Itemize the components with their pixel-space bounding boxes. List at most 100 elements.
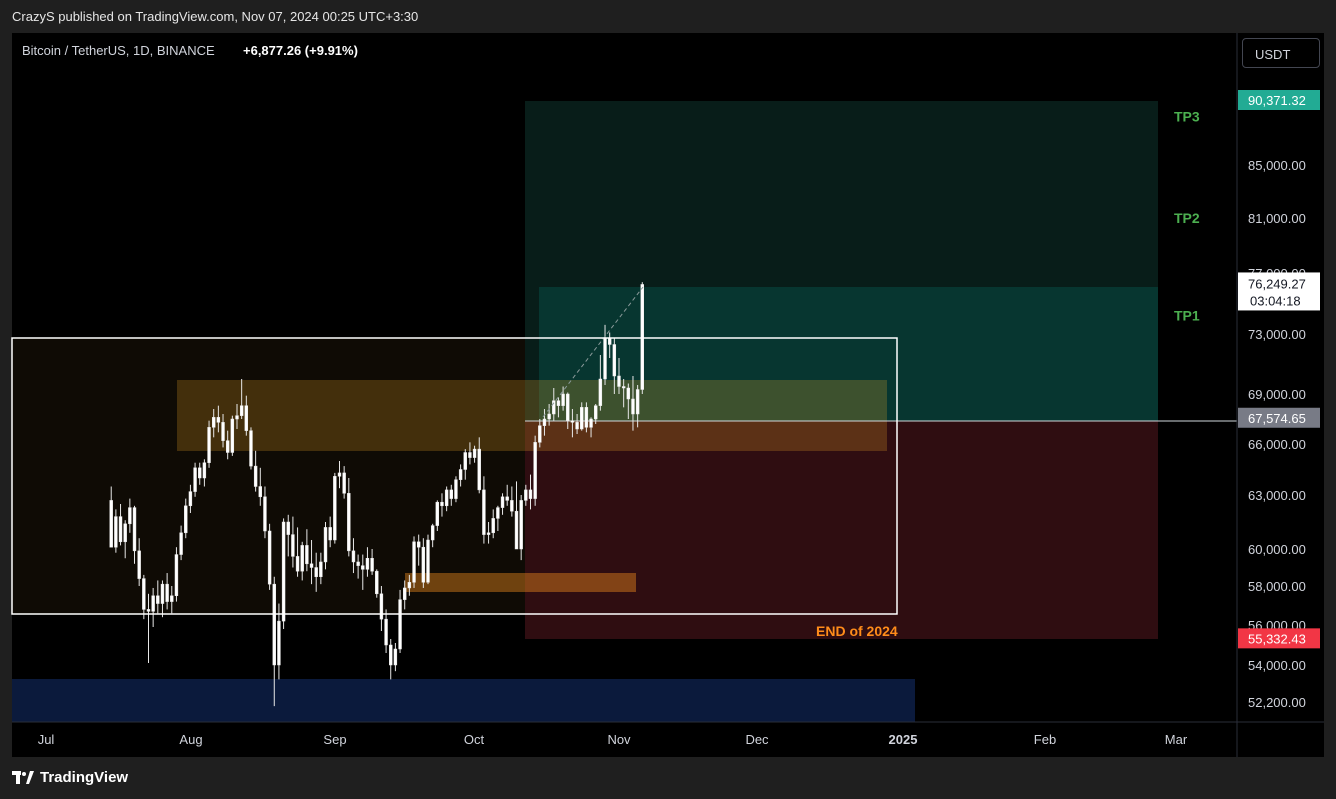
candle[interactable] xyxy=(263,496,267,532)
candle[interactable] xyxy=(584,407,589,428)
candle[interactable] xyxy=(342,472,346,494)
candle[interactable] xyxy=(277,620,281,666)
candle[interactable] xyxy=(426,539,430,583)
candle[interactable] xyxy=(510,500,514,512)
candle[interactable] xyxy=(109,500,113,548)
candle[interactable] xyxy=(575,422,579,430)
candle[interactable] xyxy=(202,462,207,479)
candle[interactable] xyxy=(361,565,365,570)
currency-button[interactable]: USDT xyxy=(1242,38,1320,68)
candle[interactable] xyxy=(225,440,230,453)
candle[interactable] xyxy=(165,583,169,602)
candle[interactable] xyxy=(319,561,323,578)
candle[interactable] xyxy=(519,500,523,550)
candle[interactable] xyxy=(612,344,617,377)
candle[interactable] xyxy=(295,556,300,572)
candle[interactable] xyxy=(528,489,533,499)
candle[interactable] xyxy=(198,467,202,479)
candle[interactable] xyxy=(603,338,607,380)
candle[interactable] xyxy=(533,442,537,499)
candle[interactable] xyxy=(631,398,635,415)
candle[interactable] xyxy=(482,489,486,535)
candle[interactable] xyxy=(258,486,262,498)
candle[interactable] xyxy=(151,595,155,612)
candle[interactable] xyxy=(365,558,370,570)
candle[interactable] xyxy=(230,418,235,453)
candle[interactable] xyxy=(328,527,332,541)
candle[interactable] xyxy=(435,501,440,526)
candle[interactable] xyxy=(477,448,481,491)
candle[interactable] xyxy=(561,393,565,406)
candle[interactable] xyxy=(286,521,290,535)
candle[interactable] xyxy=(398,599,402,650)
candle[interactable] xyxy=(444,489,449,507)
candle[interactable] xyxy=(333,476,337,541)
candle[interactable] xyxy=(179,532,183,555)
candle[interactable] xyxy=(123,523,127,543)
candle[interactable] xyxy=(538,425,542,443)
candle[interactable] xyxy=(184,505,188,534)
candle[interactable] xyxy=(375,570,379,595)
candle[interactable] xyxy=(547,413,551,420)
tradingview-logo[interactable]: TradingView xyxy=(12,769,128,786)
candle[interactable] xyxy=(514,510,519,550)
candle[interactable] xyxy=(249,430,253,467)
candle[interactable] xyxy=(309,563,314,568)
candle[interactable] xyxy=(356,561,360,566)
candle[interactable] xyxy=(626,387,631,400)
candle[interactable] xyxy=(132,507,137,552)
candle[interactable] xyxy=(305,545,309,565)
candle[interactable] xyxy=(566,393,570,421)
candle[interactable] xyxy=(463,452,467,470)
candle[interactable] xyxy=(393,648,398,666)
candle[interactable] xyxy=(118,516,123,543)
candle[interactable] xyxy=(598,378,603,406)
candle[interactable] xyxy=(589,418,593,428)
candle[interactable] xyxy=(416,541,421,548)
candle[interactable] xyxy=(193,467,197,492)
candle[interactable] xyxy=(379,593,384,620)
candle[interactable] xyxy=(505,496,509,501)
candle[interactable] xyxy=(496,507,500,519)
candle[interactable] xyxy=(174,554,179,596)
candle[interactable] xyxy=(239,405,244,416)
candle[interactable] xyxy=(407,582,412,589)
candle[interactable] xyxy=(449,489,453,499)
candle[interactable] xyxy=(500,496,505,508)
candle[interactable] xyxy=(421,546,426,583)
candle[interactable] xyxy=(440,501,444,507)
candle[interactable] xyxy=(454,479,458,499)
candle[interactable] xyxy=(524,489,528,501)
candle[interactable] xyxy=(594,405,598,420)
candle[interactable] xyxy=(142,578,146,610)
candle[interactable] xyxy=(607,338,612,345)
candle[interactable] xyxy=(472,448,477,458)
candle[interactable] xyxy=(128,507,132,525)
candle[interactable] xyxy=(221,422,225,441)
candle[interactable] xyxy=(617,375,621,387)
candle[interactable] xyxy=(351,550,356,563)
candle[interactable] xyxy=(337,472,342,477)
candle[interactable] xyxy=(267,530,272,585)
candle[interactable] xyxy=(291,534,295,557)
candle[interactable] xyxy=(384,618,388,646)
candle[interactable] xyxy=(412,541,416,583)
candle[interactable] xyxy=(389,644,393,666)
candle[interactable] xyxy=(212,417,216,428)
candle[interactable] xyxy=(486,532,491,535)
range-box[interactable] xyxy=(11,337,898,615)
candle[interactable] xyxy=(621,386,626,389)
candle[interactable] xyxy=(235,415,239,420)
candle[interactable] xyxy=(216,417,221,423)
candle[interactable] xyxy=(468,452,472,458)
candle[interactable] xyxy=(281,521,286,622)
candle[interactable] xyxy=(300,545,304,572)
candle[interactable] xyxy=(430,525,435,541)
candle[interactable] xyxy=(347,493,351,552)
candle[interactable] xyxy=(556,400,561,406)
candle[interactable] xyxy=(552,400,556,415)
candle[interactable] xyxy=(137,550,141,579)
candle[interactable] xyxy=(580,407,584,430)
candle[interactable] xyxy=(272,583,276,666)
